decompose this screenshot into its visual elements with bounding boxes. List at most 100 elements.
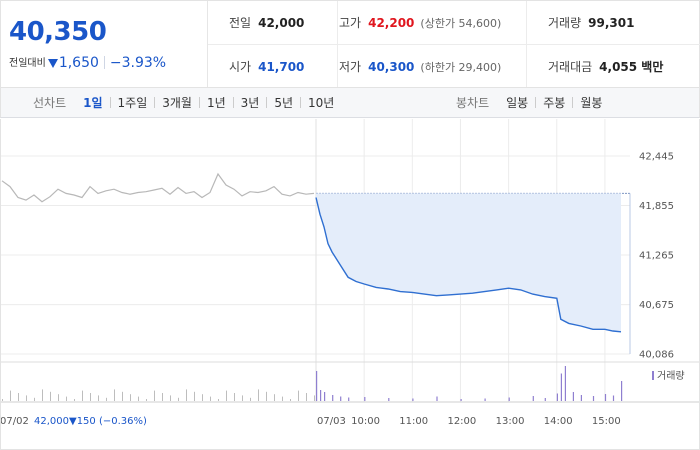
prev-volume-bar xyxy=(42,389,43,401)
prev-volume-bar xyxy=(90,393,91,401)
period-1w[interactable]: 1주일 xyxy=(117,96,148,110)
change-amount: 1,650 xyxy=(58,55,99,71)
prev-day-line xyxy=(1,172,315,203)
prev-volume-bar xyxy=(194,391,195,401)
prev-volume-bar xyxy=(122,391,123,401)
stat-label: 거래대금 xyxy=(548,60,593,74)
prev-volume-bar xyxy=(242,395,243,401)
stat-value: 4,055 백만 xyxy=(599,60,664,74)
period-10y[interactable]: 10년 xyxy=(308,96,335,110)
volume-bar xyxy=(316,371,318,401)
stat-value: 42,200 xyxy=(368,15,415,30)
prev-volume-bar xyxy=(314,395,315,401)
volume-legend-label: 거래량 xyxy=(657,370,685,382)
prev-volume-bar xyxy=(250,397,251,401)
prev-volume-bar xyxy=(34,397,35,401)
stat-label: 고가 xyxy=(339,16,362,30)
prev-volume-bar xyxy=(138,396,139,401)
y-tick-label: 40,675 xyxy=(639,300,674,311)
stats-row-divider xyxy=(208,44,700,45)
x-tick-label: 11:00 xyxy=(399,416,428,427)
divider xyxy=(198,97,200,108)
period-5y[interactable]: 5년 xyxy=(274,96,294,110)
period-3m[interactable]: 3개월 xyxy=(162,96,192,110)
prev-volume-bar xyxy=(266,391,267,401)
prev-volume-bar xyxy=(162,393,163,401)
stat-value: 41,700 xyxy=(258,59,305,74)
prev-volume-bar xyxy=(210,396,211,401)
volume-bar xyxy=(436,396,438,401)
period-monthly[interactable]: 월봉 xyxy=(580,96,603,110)
price-chart-svg: 42,445 41,855 41,265 40,675 40,086 거래량 07/03 10… xyxy=(0,119,700,427)
prev-volume-bar xyxy=(170,395,171,401)
prev-volume-bar xyxy=(146,399,147,401)
stat-label: 거래량 xyxy=(548,16,582,30)
change-row: 전일대비 1,650 −3.93% xyxy=(9,54,166,71)
period-1d[interactable]: 1일 xyxy=(83,96,103,110)
prev-volume-bar xyxy=(290,399,291,401)
stat-label: 전일 xyxy=(229,16,252,30)
prev-volume-bar xyxy=(66,396,67,401)
prev-volume-bar xyxy=(234,393,235,401)
prev-volume-bar xyxy=(2,399,3,401)
volume-bar xyxy=(340,396,342,401)
price-line xyxy=(315,197,622,333)
divider xyxy=(300,97,302,108)
x-tick-label: 14:00 xyxy=(544,416,573,427)
upper-limit: (상한가 54,600) xyxy=(420,16,502,30)
volume-bar xyxy=(544,398,546,401)
period-3y[interactable]: 3년 xyxy=(240,96,260,110)
prev-volume-bar xyxy=(154,390,155,401)
area-fill-layer xyxy=(316,193,631,354)
stat-label: 저가 xyxy=(339,60,362,74)
volume-bar xyxy=(364,397,366,401)
period-weekly[interactable]: 주봉 xyxy=(543,96,566,110)
volume-bar xyxy=(388,398,390,401)
y-tick-label: 42,445 xyxy=(639,152,674,163)
y-tick-label: 41,855 xyxy=(639,201,674,212)
stat-volume: 거래량 99,301 xyxy=(548,1,634,44)
price-panel: 40,350 전일대비 1,650 −3.93% xyxy=(1,1,208,87)
line-chart-periods: 선차트 1일 1주일 3개월 1년 3년 5년 10년 xyxy=(33,88,341,117)
line-chart-label: 선차트 xyxy=(33,96,67,110)
prev-volume-bar xyxy=(50,391,51,401)
divider xyxy=(535,97,537,108)
stat-value: 42,000 xyxy=(258,15,305,30)
prev-volume-bar xyxy=(298,390,299,401)
prev-volume-bar xyxy=(98,395,99,401)
prev-volume-bar xyxy=(18,393,19,401)
volume-bar xyxy=(332,395,334,401)
y-tick-label: 41,265 xyxy=(639,251,674,262)
volume-bar xyxy=(580,395,582,401)
stat-low: 저가 40,300 (하한가 29,400) xyxy=(339,45,501,88)
prev-day-change: ▼150 (−0.36%) xyxy=(69,416,147,427)
divider xyxy=(572,97,574,108)
volume-bar xyxy=(564,366,566,401)
period-daily[interactable]: 일봉 xyxy=(506,96,529,110)
prev-volume-bar xyxy=(130,394,131,401)
prev-volume-bar xyxy=(186,389,187,401)
period-1y[interactable]: 1년 xyxy=(206,96,226,110)
volume-bar xyxy=(621,381,623,401)
volume-bar xyxy=(508,397,510,401)
current-price: 40,350 xyxy=(9,17,107,47)
price-line-layer xyxy=(1,172,622,333)
intraday-chart[interactable]: 42,445 41,855 41,265 40,675 40,086 거래량 07/03 10… xyxy=(0,119,700,450)
volume-bar xyxy=(604,394,607,401)
volume-bar xyxy=(460,399,462,401)
volume-bar xyxy=(592,396,595,401)
prev-volume-bar xyxy=(106,397,107,401)
stat-trade-amount: 거래대금 4,055 백만 xyxy=(548,45,663,88)
x-tick-label: 13:00 xyxy=(496,416,525,427)
prev-volume-bar xyxy=(282,396,283,401)
candle-chart-periods: 봉차트 일봉 주봉 월봉 xyxy=(456,88,609,117)
volume-bar xyxy=(484,398,486,401)
divider xyxy=(266,97,268,108)
prev-volume-bar xyxy=(258,389,259,401)
x-tick-label: 10:00 xyxy=(351,416,380,427)
volume-bar xyxy=(412,398,414,401)
volume-bar xyxy=(556,393,558,401)
chart-toolbar: 선차트 1일 1주일 3개월 1년 3년 5년 10년 봉차트 일봉 주봉 월봉 xyxy=(0,88,700,118)
prev-volume-bar xyxy=(114,389,115,401)
stat-label: 시가 xyxy=(229,60,252,74)
